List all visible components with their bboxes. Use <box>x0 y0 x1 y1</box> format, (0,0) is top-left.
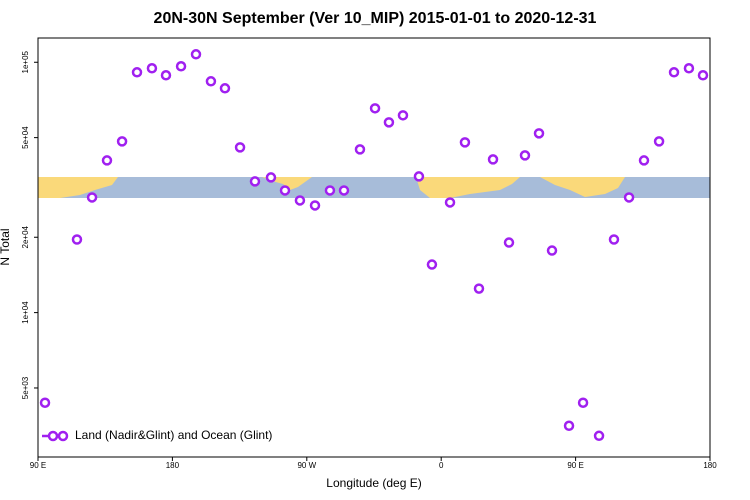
point <box>205 76 217 87</box>
point <box>279 185 291 196</box>
point <box>39 397 51 408</box>
x-tick-label: 90 W <box>297 461 316 470</box>
point <box>577 397 589 408</box>
point <box>397 110 409 121</box>
point <box>249 176 261 187</box>
point <box>146 63 158 74</box>
y-tick-label: 1e+05 <box>21 50 30 73</box>
point <box>265 172 277 183</box>
point <box>683 63 695 74</box>
y-axis-label: N Total <box>0 228 12 265</box>
x-axis-label: Longitude (deg E) <box>326 476 421 490</box>
x-tick-label: 90 E <box>567 461 583 470</box>
point <box>190 49 202 60</box>
point <box>608 234 620 245</box>
point <box>338 185 350 196</box>
point <box>369 103 381 114</box>
point <box>234 142 246 153</box>
point <box>638 155 650 166</box>
x-tick-label: 0 <box>439 461 444 470</box>
x-tick-label: 180 <box>703 461 717 470</box>
point <box>459 137 471 148</box>
point <box>697 70 709 81</box>
point <box>593 430 605 442</box>
point <box>444 197 456 208</box>
point <box>519 150 531 161</box>
point <box>546 245 558 256</box>
chart-title: 20N-30N September (Ver 10_MIP) 2015-01-0… <box>154 10 597 27</box>
y-tick-label: 1e+04 <box>21 301 30 324</box>
point <box>101 155 113 166</box>
point <box>175 61 187 72</box>
point <box>563 420 575 432</box>
x-tick-label: 90 E <box>30 461 46 470</box>
point <box>354 144 366 155</box>
map-strip <box>38 177 710 198</box>
point <box>533 128 545 139</box>
point <box>668 67 680 78</box>
point <box>324 185 336 196</box>
legend-marker <box>47 430 59 442</box>
point <box>309 200 321 211</box>
point <box>160 70 172 81</box>
point <box>116 136 128 147</box>
point <box>426 259 438 270</box>
point <box>503 237 515 248</box>
point <box>653 136 665 147</box>
point <box>383 117 395 128</box>
legend-marker <box>57 430 69 442</box>
x-tick-label: 180 <box>166 461 180 470</box>
point <box>473 283 485 294</box>
point <box>131 67 143 78</box>
y-tick-label: 5e+04 <box>21 126 30 149</box>
legend-label: Land (Nadir&Glint) and Ocean (Glint) <box>75 428 272 442</box>
point <box>487 154 499 165</box>
point <box>86 192 98 203</box>
point <box>294 195 306 206</box>
point <box>219 83 231 94</box>
point <box>623 192 635 203</box>
point <box>413 171 425 182</box>
point <box>71 234 83 245</box>
y-tick-label: 5e+03 <box>21 376 30 399</box>
plot-frame <box>37 37 711 458</box>
y-tick-label: 2e+04 <box>21 225 30 248</box>
